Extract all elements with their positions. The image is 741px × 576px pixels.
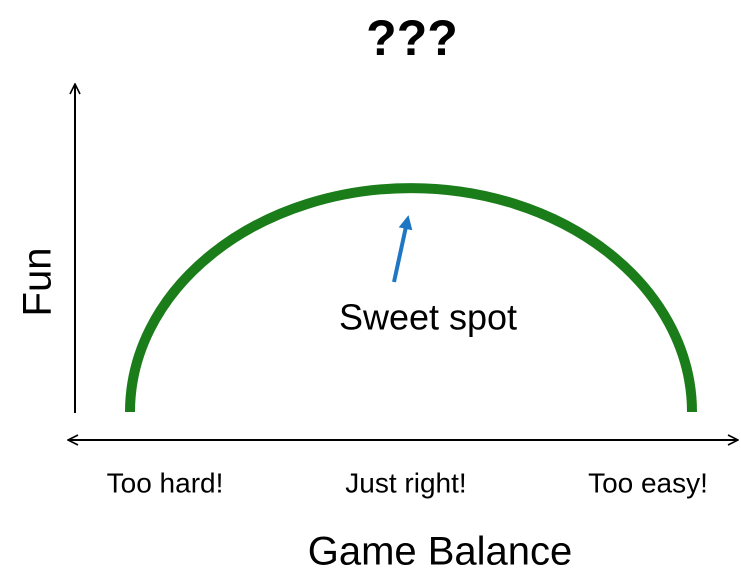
fun-curve xyxy=(125,183,697,413)
x-label: Too easy! xyxy=(588,467,708,498)
annotation: Sweet spot xyxy=(339,297,517,338)
x-axis-label: Game Balance xyxy=(308,530,573,574)
sweet-spot-arrow xyxy=(392,215,413,283)
x-label: Too hard! xyxy=(107,467,224,498)
x-label: Just right! xyxy=(345,467,466,498)
title: ??? xyxy=(366,10,458,66)
y-axis-label: Fun xyxy=(16,248,60,317)
